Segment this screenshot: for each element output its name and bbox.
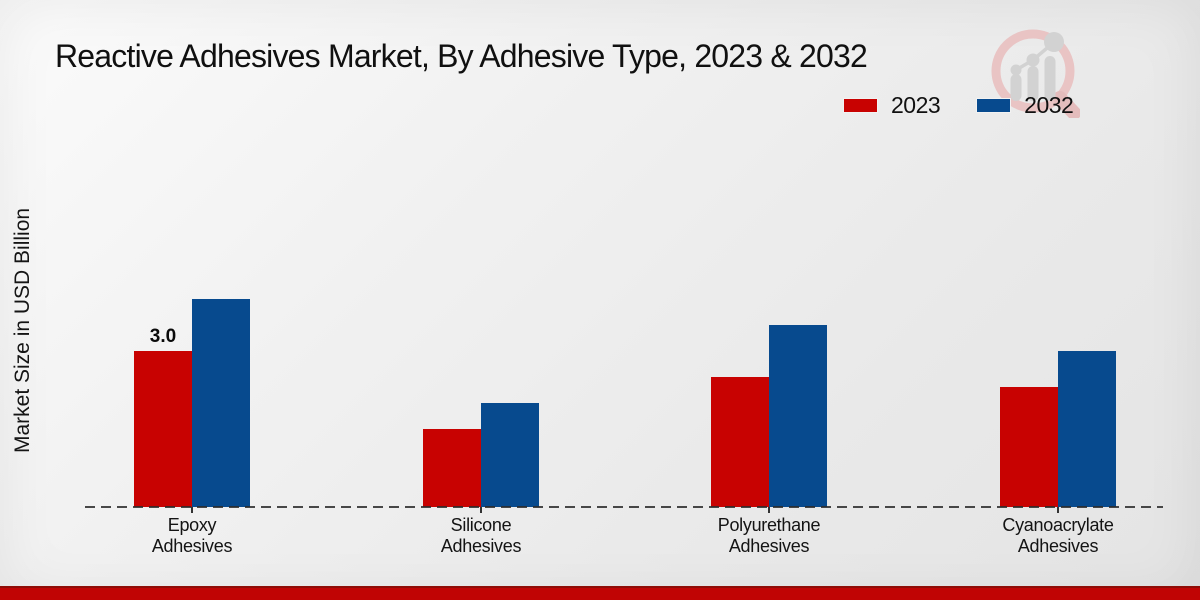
legend-item-2032: 2032 bbox=[976, 92, 1074, 119]
legend: 2023 2032 bbox=[843, 92, 1074, 119]
value-label-2023-epoxy-adhesives: 3.0 bbox=[149, 326, 177, 347]
bar-2032-epoxy-adhesives bbox=[192, 299, 250, 507]
category-label-silicone-adhesives: Silicone Adhesives bbox=[440, 515, 522, 556]
category-label-epoxy-adhesives: Epoxy Adhesives bbox=[151, 515, 233, 556]
footer-accent-bar bbox=[0, 586, 1200, 600]
x-axis-tick-cyanoacrylate-adhesives bbox=[1057, 507, 1059, 513]
bar-2023-silicone-adhesives bbox=[423, 429, 481, 507]
x-axis-line bbox=[85, 506, 1163, 508]
legend-item-2023: 2023 bbox=[843, 92, 941, 119]
category-label-polyurethane-adhesives: Polyurethane Adhesives bbox=[717, 515, 821, 556]
bar-2032-polyurethane-adhesives bbox=[769, 325, 827, 507]
category-label-cyanoacrylate-adhesives: Cyanoacrylate Adhesives bbox=[1002, 515, 1114, 556]
bar-2032-cyanoacrylate-adhesives bbox=[1058, 351, 1116, 507]
bar-2023-polyurethane-adhesives bbox=[711, 377, 769, 507]
x-axis-tick-silicone-adhesives bbox=[480, 507, 482, 513]
chart-title: Reactive Adhesives Market, By Adhesive T… bbox=[55, 38, 868, 74]
bar-2023-cyanoacrylate-adhesives bbox=[1000, 387, 1058, 507]
legend-swatch-2023 bbox=[843, 98, 878, 113]
x-axis-tick-polyurethane-adhesives bbox=[768, 507, 770, 513]
legend-swatch-2032 bbox=[976, 98, 1012, 113]
bar-2023-epoxy-adhesives bbox=[134, 351, 192, 507]
bar-2032-silicone-adhesives bbox=[481, 403, 539, 507]
magnifier-growth-chart-watermark-icon bbox=[991, 29, 1080, 118]
x-axis-tick-epoxy-adhesives bbox=[191, 507, 193, 513]
legend-label-2032: 2032 bbox=[1024, 92, 1074, 118]
legend-label-2023: 2023 bbox=[891, 92, 941, 118]
